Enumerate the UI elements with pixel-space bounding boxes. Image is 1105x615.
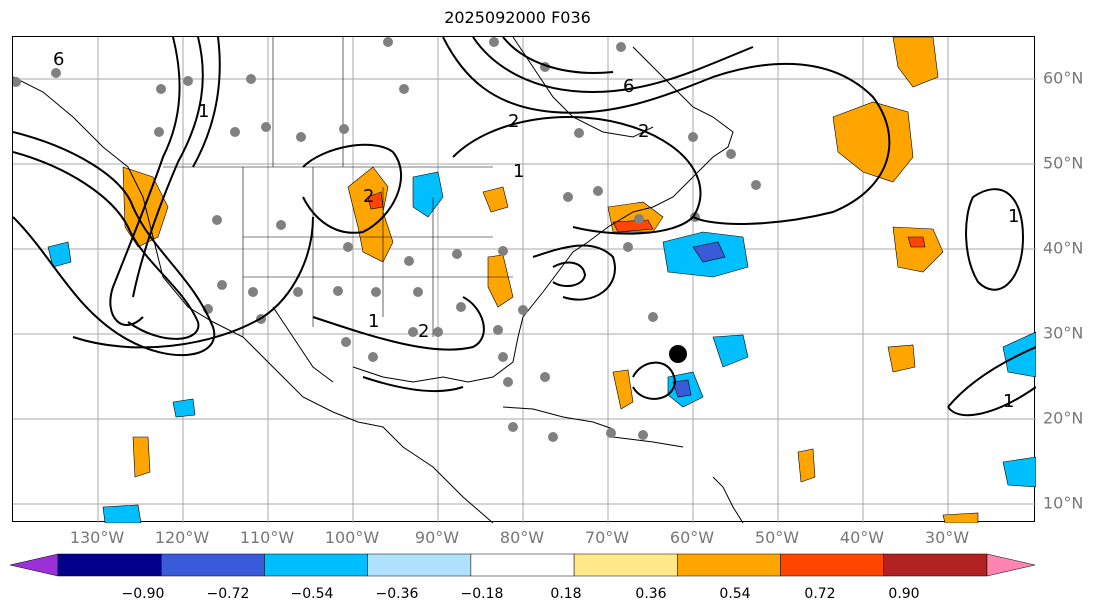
lon-label: 120°W	[154, 528, 210, 547]
colorbar-segment	[883, 553, 988, 577]
contour-label: 1	[513, 161, 524, 182]
colorbar-tick: 0.18	[550, 586, 582, 602]
lon-label: 70°W	[584, 528, 630, 547]
contour-label: 1	[1003, 391, 1014, 412]
coastlines	[12, 36, 744, 524]
lon-label: 60°W	[669, 528, 715, 547]
contour-label: 2	[508, 111, 519, 132]
lon-label: 50°W	[754, 528, 800, 547]
lon-label: 90°W	[414, 528, 460, 547]
lat-label: 30°N	[1043, 323, 1084, 343]
colorbar-extend-high	[986, 553, 1036, 577]
colorbar-tick: −0.90	[121, 586, 165, 602]
contour-label: 6	[53, 49, 64, 70]
colorbar-segment	[573, 553, 678, 577]
contour-label: 1	[1008, 206, 1019, 227]
anomaly-shading	[47, 36, 1037, 524]
colorbar-segment	[367, 553, 472, 577]
colorbar-extend-low	[10, 553, 59, 577]
lat-label: 60°N	[1043, 68, 1084, 88]
colorbar-tick: 0.54	[719, 586, 751, 602]
colorbar-tick: 0.90	[888, 586, 920, 602]
colorbar-tick: 0.36	[635, 586, 667, 602]
colorbar	[10, 553, 1036, 577]
lon-label: 80°W	[499, 528, 545, 547]
colorbar-segment	[470, 553, 575, 577]
contour-label: 6	[623, 76, 634, 97]
colorbar-segment	[780, 553, 885, 577]
map-canvas: 6 2 1 1 2 6 2 1 1 1 2	[11, 36, 1037, 524]
colorbar-tick: −0.54	[290, 586, 334, 602]
contour-labels: 6 2 1 1 2 6 2 1 1 1 2	[53, 49, 1019, 412]
lat-label: 40°N	[1043, 238, 1084, 258]
contour-label: 2	[363, 186, 374, 207]
lat-label: 50°N	[1043, 153, 1084, 173]
lat-label: 20°N	[1043, 408, 1084, 428]
map-frame: 6 2 1 1 2 6 2 1 1 1 2	[11, 36, 1037, 524]
colorbar-segment	[264, 553, 368, 577]
marker-dot	[669, 345, 687, 363]
map-title: 2025092000 F036	[444, 8, 591, 27]
colorbar-tick: 0.72	[804, 586, 836, 602]
contour-label: 2	[418, 321, 429, 342]
contour-label: 1	[198, 101, 209, 122]
colorbar-tick: −0.18	[460, 586, 504, 602]
lon-label: 110°W	[239, 528, 295, 547]
colorbar-segment	[57, 553, 162, 577]
contour-label: 1	[368, 311, 379, 332]
state-borders	[163, 37, 513, 337]
lon-label: 40°W	[839, 528, 885, 547]
lon-label: 100°W	[324, 528, 380, 547]
lon-label: 30°W	[924, 528, 970, 547]
lon-label: 130°W	[69, 528, 125, 547]
colorbar-segment	[160, 553, 265, 577]
colorbar-segment	[677, 553, 781, 577]
colorbar-tick: −0.36	[375, 586, 419, 602]
contour-label: 2	[638, 121, 649, 142]
lat-label: 10°N	[1043, 493, 1084, 513]
contours	[12, 36, 1037, 417]
colorbar-tick: −0.72	[206, 586, 250, 602]
